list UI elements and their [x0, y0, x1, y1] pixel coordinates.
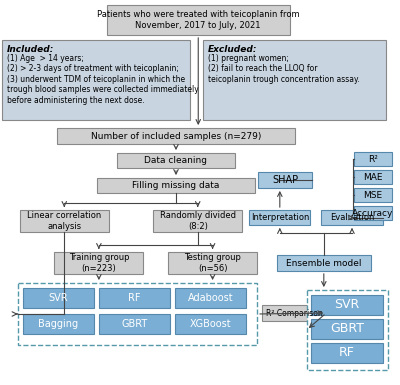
FancyBboxPatch shape	[2, 40, 190, 120]
FancyBboxPatch shape	[57, 128, 295, 144]
Text: Number of included samples (n=279): Number of included samples (n=279)	[91, 132, 261, 141]
FancyBboxPatch shape	[354, 152, 392, 166]
FancyBboxPatch shape	[99, 288, 170, 308]
Text: Accuracy: Accuracy	[352, 209, 394, 218]
Text: Patients who were treated with teicoplanin from
November, 2017 to July, 2021: Patients who were treated with teicoplan…	[97, 10, 300, 30]
FancyBboxPatch shape	[153, 210, 242, 232]
FancyBboxPatch shape	[203, 40, 386, 120]
Text: (1) Age  > 14 years;
(2) > 2-3 days of treatment with teicoplanin;
(3) underwent: (1) Age > 14 years; (2) > 2-3 days of tr…	[7, 54, 199, 105]
FancyBboxPatch shape	[354, 206, 392, 220]
FancyBboxPatch shape	[23, 288, 94, 308]
Text: Data cleaning: Data cleaning	[144, 156, 208, 165]
FancyBboxPatch shape	[277, 255, 371, 271]
FancyBboxPatch shape	[117, 153, 235, 168]
Text: Ensemble model: Ensemble model	[286, 258, 362, 268]
FancyBboxPatch shape	[312, 343, 383, 363]
FancyBboxPatch shape	[175, 314, 246, 334]
FancyBboxPatch shape	[168, 252, 257, 274]
FancyBboxPatch shape	[54, 252, 143, 274]
FancyBboxPatch shape	[312, 319, 383, 339]
Text: R²: R²	[368, 154, 378, 164]
Text: SVR: SVR	[48, 293, 68, 303]
FancyBboxPatch shape	[262, 305, 326, 321]
Text: MSE: MSE	[363, 191, 382, 199]
Text: SVR: SVR	[334, 298, 360, 311]
FancyBboxPatch shape	[249, 210, 310, 225]
Text: Interpretation: Interpretation	[251, 213, 309, 222]
FancyBboxPatch shape	[312, 295, 383, 315]
Text: RF: RF	[339, 346, 355, 360]
FancyBboxPatch shape	[107, 5, 290, 35]
Text: Evaluation: Evaluation	[330, 213, 374, 222]
FancyBboxPatch shape	[99, 314, 170, 334]
FancyBboxPatch shape	[175, 288, 246, 308]
Text: Training group
(n=223): Training group (n=223)	[69, 253, 129, 273]
Text: Linear correlation
analysis: Linear correlation analysis	[27, 211, 101, 231]
Text: GBRT: GBRT	[121, 319, 148, 329]
Text: XGBoost: XGBoost	[190, 319, 232, 329]
FancyBboxPatch shape	[258, 172, 312, 188]
FancyBboxPatch shape	[97, 178, 255, 193]
Text: R² Comparison: R² Comparison	[266, 308, 322, 318]
Text: Adaboost: Adaboost	[188, 293, 234, 303]
Text: SHAP: SHAP	[272, 175, 298, 185]
Text: Bagging: Bagging	[38, 319, 78, 329]
Text: (1) pregnant women;
(2) fail to reach the LLOQ for
teicoplanin trough concentrat: (1) pregnant women; (2) fail to reach th…	[208, 54, 359, 84]
FancyBboxPatch shape	[354, 188, 392, 202]
Text: Filling missing data: Filling missing data	[132, 181, 220, 190]
FancyBboxPatch shape	[18, 283, 257, 345]
FancyBboxPatch shape	[23, 314, 94, 334]
FancyBboxPatch shape	[321, 210, 383, 225]
Text: RF: RF	[128, 293, 141, 303]
Text: Randomly divided
(8:2): Randomly divided (8:2)	[160, 211, 236, 231]
Text: Included:: Included:	[7, 45, 54, 54]
FancyBboxPatch shape	[354, 170, 392, 184]
Text: MAE: MAE	[363, 172, 382, 181]
FancyBboxPatch shape	[20, 210, 109, 232]
FancyBboxPatch shape	[306, 290, 388, 370]
Text: GBRT: GBRT	[330, 323, 364, 335]
Text: Testing group
(n=56): Testing group (n=56)	[184, 253, 241, 273]
Text: Excluded:: Excluded:	[208, 45, 257, 54]
